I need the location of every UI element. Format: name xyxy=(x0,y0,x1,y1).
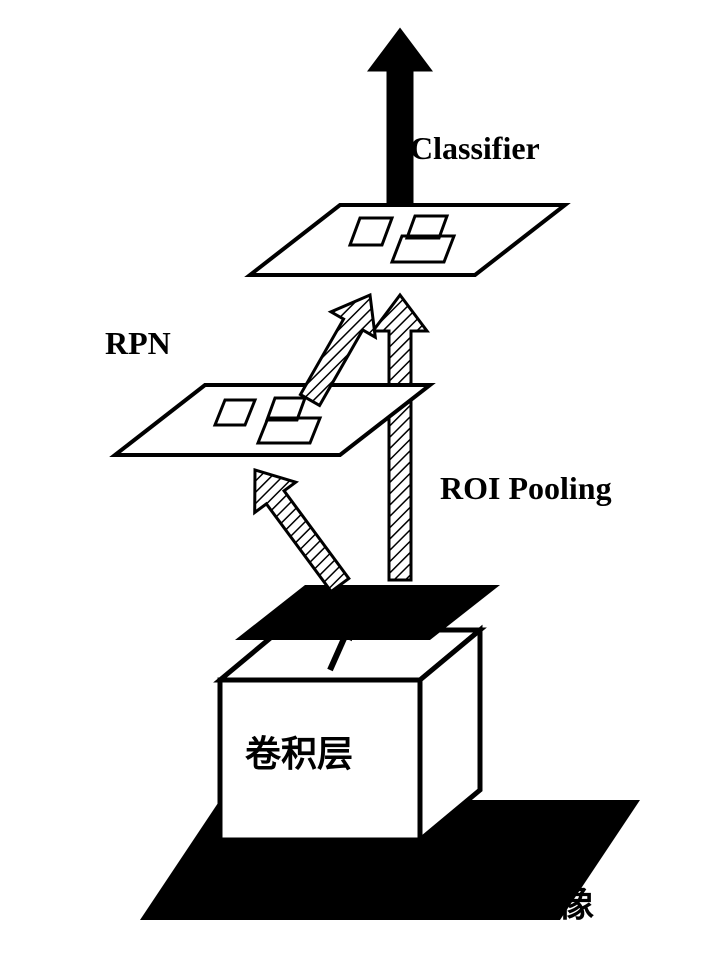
architecture-diagram xyxy=(0,0,723,966)
classifier-feature-plane xyxy=(250,205,565,275)
label-classifier: Classifier xyxy=(410,130,540,167)
rpn-feature-plane xyxy=(115,385,430,455)
label-input-image: 输入图像 xyxy=(450,875,594,927)
label-roi-pooling: ROI Pooling xyxy=(440,470,612,507)
arrow-featuremap-to-rpn xyxy=(255,470,349,592)
arrow-classifier-output xyxy=(370,30,430,205)
label-conv-layer: 卷积层 xyxy=(245,725,353,777)
arrow-roi-pooling xyxy=(373,295,427,580)
label-rpn: RPN xyxy=(105,325,171,362)
